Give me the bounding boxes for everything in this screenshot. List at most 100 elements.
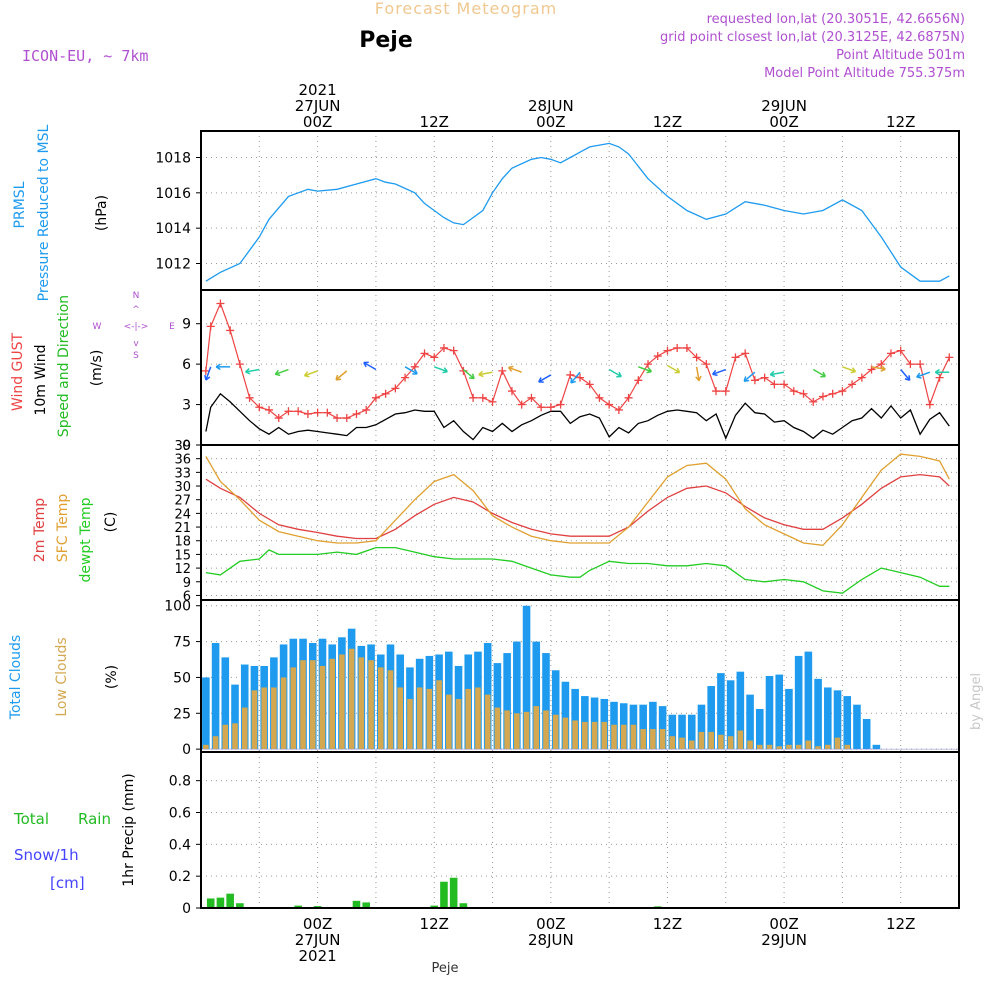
total-cloud-bar: [717, 673, 725, 750]
gust-marker: [653, 352, 662, 361]
gust-marker: [566, 370, 575, 379]
total-cloud-bar: [872, 744, 881, 750]
low-cloud-bar: [591, 721, 598, 750]
cloud-labels: Total Clouds Low Clouds (%): [8, 635, 120, 720]
low-cloud-bar: [708, 731, 714, 750]
gust-marker: [401, 373, 410, 382]
low-cloud-bar: [465, 688, 472, 750]
low-cloud-bar: [309, 660, 316, 750]
wind-unit-label: (m/s): [89, 350, 105, 387]
gust-marker: [585, 380, 594, 389]
gust-marker: [274, 414, 283, 423]
rain-bar: [216, 897, 225, 908]
gust-marker: [469, 393, 478, 402]
gust-marker: [595, 393, 604, 402]
gust-marker: [741, 349, 750, 358]
gust-marker: [294, 407, 303, 416]
compass-rose: N W E S <-|-> ^ v: [93, 291, 176, 361]
gust-marker: [313, 408, 322, 417]
rain-bar: [440, 881, 448, 908]
panel-frame: [200, 751, 960, 909]
y-tick-label: 1014: [155, 221, 191, 237]
low-cloud-bar: [475, 687, 481, 750]
low-cloud-bar: [436, 680, 442, 750]
model-altitude: Model Point Altitude 755.375m: [764, 66, 965, 81]
time-label: 2021: [299, 947, 337, 965]
total-cloud-bar: [697, 704, 706, 750]
gust-marker: [877, 360, 886, 369]
low-cloud-bar: [416, 687, 423, 750]
gust-marker: [828, 389, 837, 398]
rain-bar: [459, 903, 468, 908]
low-cloud-bar: [815, 746, 821, 750]
y-tick-label: 3: [182, 398, 191, 414]
gust-label: Wind GUST: [10, 332, 26, 411]
gust-marker: [605, 400, 614, 409]
wind-direction-arrow: [538, 374, 552, 383]
low-cloud-bar: [679, 737, 685, 750]
gust-marker: [925, 400, 934, 409]
low-cloud-bar: [776, 746, 783, 750]
gust-marker: [371, 393, 380, 402]
y-tick-label: 12: [174, 562, 191, 577]
low-clouds-label: Low Clouds: [54, 637, 70, 716]
low-cloud-bar: [329, 658, 335, 750]
wind-direction-arrow: [507, 365, 522, 373]
y-tick-label: 9: [183, 576, 191, 591]
point-altitude: Point Altitude 501m: [836, 48, 965, 63]
low-cloud-bar: [669, 736, 676, 750]
total-cloud-bar: [513, 641, 521, 750]
low-cloud-bar: [601, 721, 608, 750]
total-cloud-bar: [853, 704, 861, 750]
gust-marker: [780, 380, 789, 389]
panel-frame: [200, 130, 960, 291]
pressure-unit-label: (hPa): [94, 195, 110, 231]
gust-marker: [906, 360, 915, 369]
wind-labels: Wind GUST 10m Wind Speed and Direction (…: [10, 291, 175, 437]
gust-marker: [789, 387, 798, 396]
y-tick-label: 9: [182, 317, 191, 333]
total-cloud-bar: [561, 681, 570, 750]
wind-direction-arrow: [608, 368, 622, 378]
low-cloud-bar: [290, 667, 297, 750]
low-cloud-bar: [756, 744, 763, 750]
wind-direction-arrow: [712, 368, 727, 377]
total-cloud-bar: [726, 680, 735, 750]
pressure-line: [205, 142, 950, 282]
gust-marker: [537, 403, 546, 412]
wind-dir-label: Speed and Direction: [56, 295, 72, 437]
y-tick-label: 27: [174, 494, 191, 509]
wind-direction-arrow: [404, 366, 418, 375]
gust-marker: [682, 343, 691, 352]
gust-marker: [663, 346, 672, 355]
wind-direction-arrow: [363, 361, 377, 371]
pressure-desc-label: Pressure Reduced to MSL: [36, 124, 52, 301]
time-label: 00Z: [769, 113, 798, 131]
temperature-labels: 2m Temp SFC Temp dewpt Temp (C): [32, 494, 119, 583]
low-cloud-bar: [552, 714, 559, 750]
gust-marker: [245, 393, 254, 402]
gust-marker: [323, 408, 332, 417]
y-tick-label: 25: [173, 706, 191, 722]
low-cloud-bar: [446, 694, 452, 750]
total-cloud-bar: [804, 651, 813, 750]
low-cloud-bar: [504, 710, 510, 750]
low-cloud-bar: [387, 670, 394, 750]
low-cloud-bar: [718, 734, 724, 750]
time-label: 28JUN: [528, 97, 574, 115]
time-label: 12Z: [653, 113, 682, 131]
total-cloud-bar: [221, 657, 230, 750]
time-label: 00Z: [303, 113, 332, 131]
wind-direction-arrow: [934, 368, 950, 376]
low-cloud-bar: [747, 740, 753, 750]
gust-marker: [896, 346, 905, 355]
wind10m-line: [205, 392, 950, 441]
compass-e: E: [169, 322, 175, 332]
wind-direction-arrow: [303, 370, 318, 378]
low-cloud-bar: [650, 729, 656, 750]
low-cloud-bar: [514, 713, 520, 750]
prmsl-label: PRMSL: [12, 181, 28, 228]
low-cloud-bar: [358, 657, 365, 750]
total-cloud-bar: [639, 704, 647, 750]
rain-label: Rain: [78, 810, 111, 828]
